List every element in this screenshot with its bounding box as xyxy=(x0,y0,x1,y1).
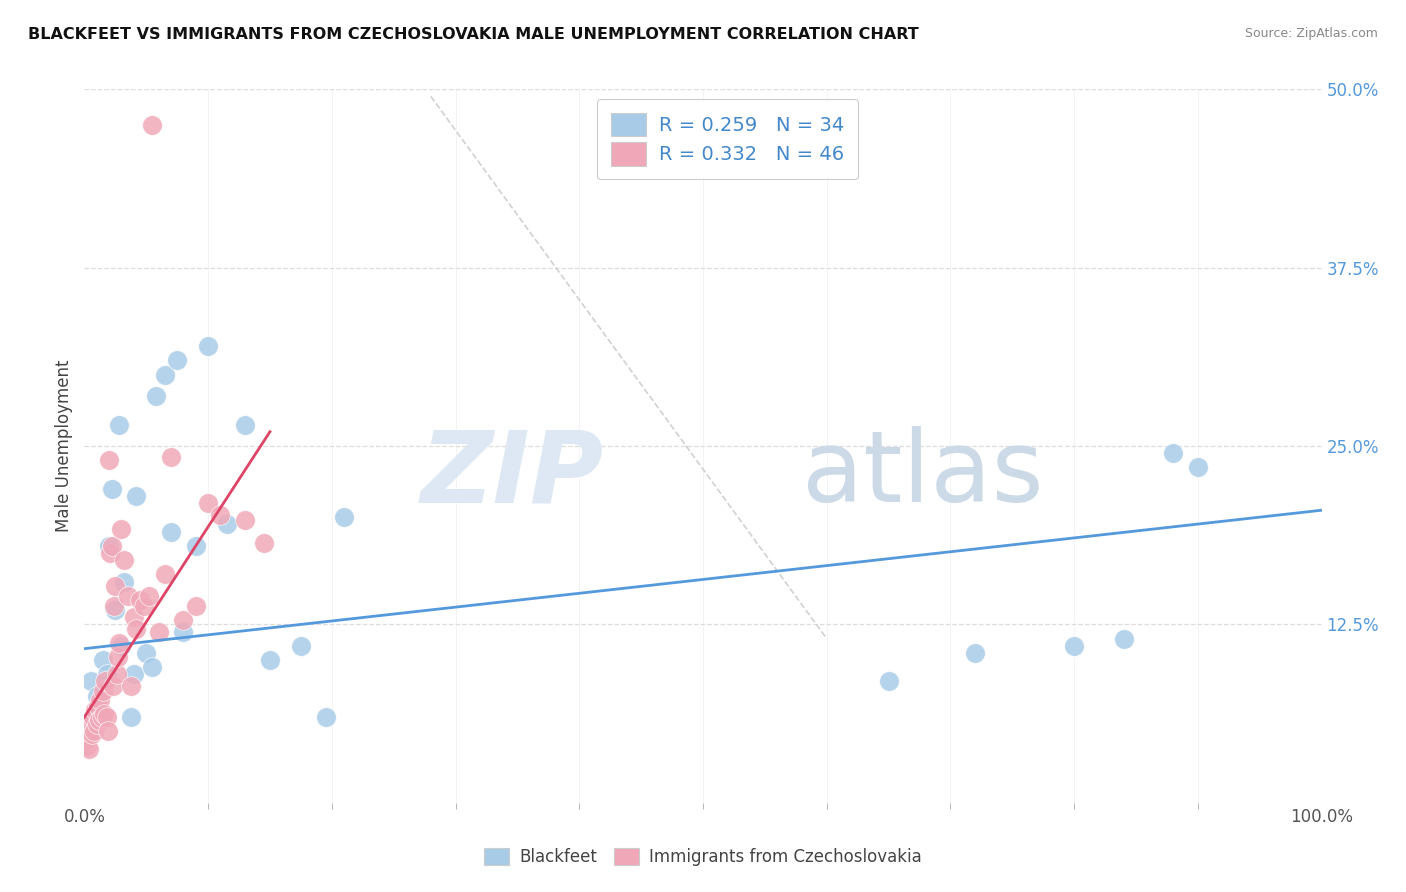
Text: atlas: atlas xyxy=(801,426,1043,523)
Point xyxy=(108,417,131,432)
Point xyxy=(108,636,131,650)
Point xyxy=(103,599,125,613)
Point xyxy=(89,693,111,707)
Point xyxy=(122,610,145,624)
Y-axis label: Male Unemployment: Male Unemployment xyxy=(55,359,73,533)
Point xyxy=(253,536,276,550)
Point xyxy=(148,624,170,639)
Point xyxy=(233,513,256,527)
Point xyxy=(145,389,167,403)
Point xyxy=(315,710,337,724)
Point xyxy=(120,710,142,724)
Point xyxy=(965,646,987,660)
Point xyxy=(1187,460,1209,475)
Point xyxy=(82,710,104,724)
Point xyxy=(233,417,256,432)
Point xyxy=(84,703,107,717)
Point xyxy=(122,667,145,681)
Point xyxy=(86,717,108,731)
Point xyxy=(135,646,157,660)
Point xyxy=(172,613,194,627)
Point xyxy=(94,674,117,689)
Point xyxy=(153,567,176,582)
Point xyxy=(197,496,219,510)
Point xyxy=(172,624,194,639)
Point xyxy=(97,724,120,739)
Point xyxy=(333,510,356,524)
Point xyxy=(110,522,132,536)
Point xyxy=(100,482,122,496)
Text: BLACKFEET VS IMMIGRANTS FROM CZECHOSLOVAKIA MALE UNEMPLOYMENT CORRELATION CHART: BLACKFEET VS IMMIGRANTS FROM CZECHOSLOVA… xyxy=(28,27,920,42)
Point xyxy=(259,653,281,667)
Point xyxy=(86,689,108,703)
Point xyxy=(160,450,183,465)
Point xyxy=(96,667,118,681)
Point xyxy=(129,593,152,607)
Point xyxy=(138,589,160,603)
Point xyxy=(93,707,115,722)
Point xyxy=(1161,446,1184,460)
Point xyxy=(79,674,101,689)
Point xyxy=(101,679,124,693)
Point xyxy=(1063,639,1085,653)
Text: ZIP: ZIP xyxy=(420,426,605,523)
Point xyxy=(117,589,139,603)
Point xyxy=(166,353,188,368)
Point xyxy=(77,731,100,746)
Point xyxy=(1112,632,1135,646)
Point xyxy=(76,739,98,753)
Point xyxy=(209,508,232,522)
Point xyxy=(80,727,103,741)
Point xyxy=(107,650,129,665)
Point xyxy=(79,717,101,731)
Point xyxy=(215,517,238,532)
Point xyxy=(141,660,163,674)
Point xyxy=(100,539,122,553)
Point xyxy=(160,524,183,539)
Point xyxy=(110,639,132,653)
Point xyxy=(141,118,163,132)
Point xyxy=(83,724,105,739)
Point xyxy=(91,653,114,667)
Point xyxy=(90,710,112,724)
Point xyxy=(98,546,121,560)
Point xyxy=(184,539,207,553)
Point xyxy=(290,639,312,653)
Point xyxy=(89,713,111,727)
Point xyxy=(87,698,110,713)
Point xyxy=(96,710,118,724)
Point xyxy=(197,339,219,353)
Point xyxy=(112,574,135,589)
Point xyxy=(98,453,121,467)
Point xyxy=(112,553,135,567)
Point xyxy=(91,684,114,698)
Point xyxy=(104,603,127,617)
Point xyxy=(125,622,148,636)
Point xyxy=(120,679,142,693)
Text: Source: ZipAtlas.com: Source: ZipAtlas.com xyxy=(1244,27,1378,40)
Point xyxy=(132,599,155,613)
Point xyxy=(125,489,148,503)
Point xyxy=(153,368,176,382)
Point xyxy=(98,539,121,553)
Legend: Blackfeet, Immigrants from Czechoslovakia: Blackfeet, Immigrants from Czechoslovaki… xyxy=(478,841,928,873)
Point xyxy=(104,579,127,593)
Point xyxy=(877,674,900,689)
Point xyxy=(105,667,128,681)
Point xyxy=(184,599,207,613)
Point xyxy=(79,741,101,756)
